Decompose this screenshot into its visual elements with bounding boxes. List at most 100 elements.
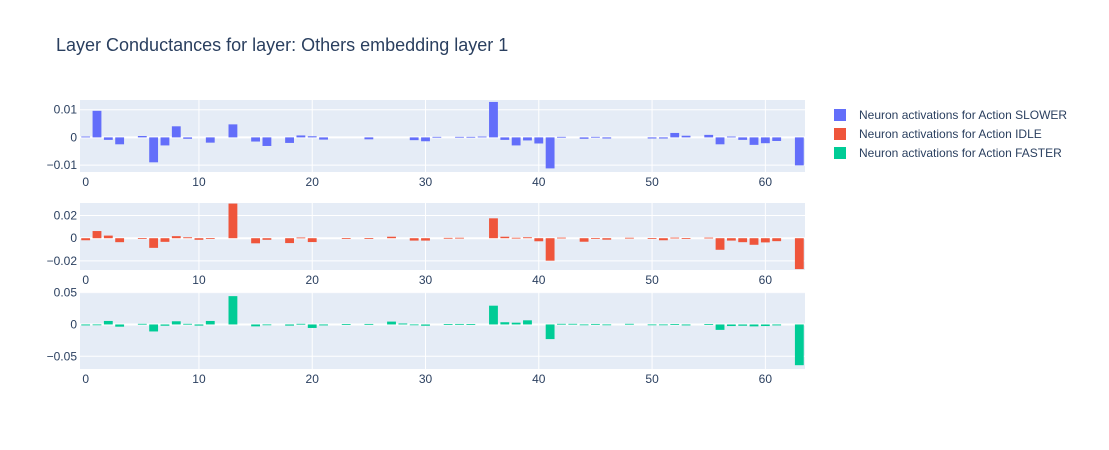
bar[interactable] xyxy=(681,238,691,240)
bar[interactable] xyxy=(466,136,476,138)
bar[interactable] xyxy=(500,236,510,239)
bar[interactable] xyxy=(285,324,294,326)
bar[interactable] xyxy=(534,238,544,242)
bar[interactable] xyxy=(285,238,294,244)
bar[interactable] xyxy=(704,324,714,325)
bar[interactable] xyxy=(92,231,102,239)
bar[interactable] xyxy=(545,238,555,261)
bar[interactable] xyxy=(81,238,91,241)
bar[interactable] xyxy=(523,237,532,239)
bar[interactable] xyxy=(749,238,759,245)
bar[interactable] xyxy=(115,324,125,327)
bar[interactable] xyxy=(183,237,193,239)
bar[interactable] xyxy=(602,324,612,326)
bar[interactable] xyxy=(285,137,294,143)
bar[interactable] xyxy=(794,324,804,366)
bar[interactable] xyxy=(511,137,521,146)
bar[interactable] xyxy=(579,238,589,242)
bar[interactable] xyxy=(670,132,680,138)
bar[interactable] xyxy=(602,137,612,139)
bar[interactable] xyxy=(545,137,555,169)
bar[interactable] xyxy=(591,323,600,325)
bar[interactable] xyxy=(760,137,770,144)
bar[interactable] xyxy=(443,237,453,239)
bar[interactable] xyxy=(726,324,736,327)
bar[interactable] xyxy=(772,238,782,242)
bar[interactable] xyxy=(137,238,147,240)
bar[interactable] xyxy=(726,238,736,241)
bar[interactable] xyxy=(296,135,306,138)
bar[interactable] xyxy=(228,124,238,138)
bar[interactable] xyxy=(92,324,102,326)
bar[interactable] xyxy=(364,238,374,240)
bar[interactable] xyxy=(228,203,238,239)
bar[interactable] xyxy=(523,137,532,141)
bar[interactable] xyxy=(171,321,181,325)
bar[interactable] xyxy=(103,320,113,325)
bar[interactable] xyxy=(557,237,566,239)
bar[interactable] xyxy=(794,137,804,166)
bar[interactable] xyxy=(115,137,125,145)
bar[interactable] xyxy=(534,137,544,144)
bar[interactable] xyxy=(183,137,193,139)
bar[interactable] xyxy=(794,238,804,270)
bar[interactable] xyxy=(421,238,430,241)
bar[interactable] xyxy=(364,137,374,140)
bar[interactable] xyxy=(749,324,759,327)
bar[interactable] xyxy=(466,324,476,325)
bar[interactable] xyxy=(557,323,566,325)
bar[interactable] xyxy=(307,238,317,243)
bar[interactable] xyxy=(262,324,272,326)
bar[interactable] xyxy=(455,323,464,325)
bar[interactable] xyxy=(171,236,181,239)
bar[interactable] xyxy=(319,324,328,326)
bar[interactable] xyxy=(738,324,748,326)
bar[interactable] xyxy=(307,324,317,328)
bar[interactable] xyxy=(500,322,510,325)
bar[interactable] xyxy=(160,137,170,146)
bar[interactable] xyxy=(760,324,770,327)
bar[interactable] xyxy=(443,324,453,325)
bar[interactable] xyxy=(251,238,261,244)
bar[interactable] xyxy=(364,323,374,325)
bar[interactable] xyxy=(387,321,396,325)
bar[interactable] xyxy=(262,238,272,240)
bar[interactable] xyxy=(591,237,600,239)
bar[interactable] xyxy=(658,324,668,326)
bar[interactable] xyxy=(579,324,589,326)
bar[interactable] xyxy=(115,238,125,243)
bar[interactable] xyxy=(398,323,408,325)
bar[interactable] xyxy=(738,137,748,140)
bar[interactable] xyxy=(296,323,306,325)
bar[interactable] xyxy=(205,320,215,325)
bar[interactable] xyxy=(432,136,442,138)
bar[interactable] xyxy=(251,137,261,142)
bar[interactable] xyxy=(149,238,159,248)
bar[interactable] xyxy=(421,137,430,142)
bar[interactable] xyxy=(455,237,464,239)
bar[interactable] xyxy=(171,126,181,138)
bar[interactable] xyxy=(455,136,464,138)
bar[interactable] xyxy=(772,324,782,326)
bar[interactable] xyxy=(137,136,147,138)
bar[interactable] xyxy=(602,238,612,240)
bar[interactable] xyxy=(137,323,147,325)
bar[interactable] xyxy=(194,238,204,240)
bar[interactable] xyxy=(715,324,725,330)
bar[interactable] xyxy=(500,137,510,140)
bar[interactable] xyxy=(681,324,691,326)
bar[interactable] xyxy=(103,137,113,140)
bar[interactable] xyxy=(489,218,498,239)
bar[interactable] xyxy=(511,237,521,239)
bar[interactable] xyxy=(421,324,430,326)
bar[interactable] xyxy=(160,238,170,242)
bar[interactable] xyxy=(160,324,170,326)
bar[interactable] xyxy=(760,238,770,243)
bar[interactable] xyxy=(568,323,578,325)
bar[interactable] xyxy=(704,237,714,239)
legend-item[interactable]: Neuron activations for Action FASTER xyxy=(834,146,1062,160)
bar[interactable] xyxy=(103,235,113,239)
legend-item[interactable]: Neuron activations for Action SLOWER xyxy=(834,108,1067,122)
bar[interactable] xyxy=(319,137,328,140)
bar[interactable] xyxy=(658,137,668,139)
